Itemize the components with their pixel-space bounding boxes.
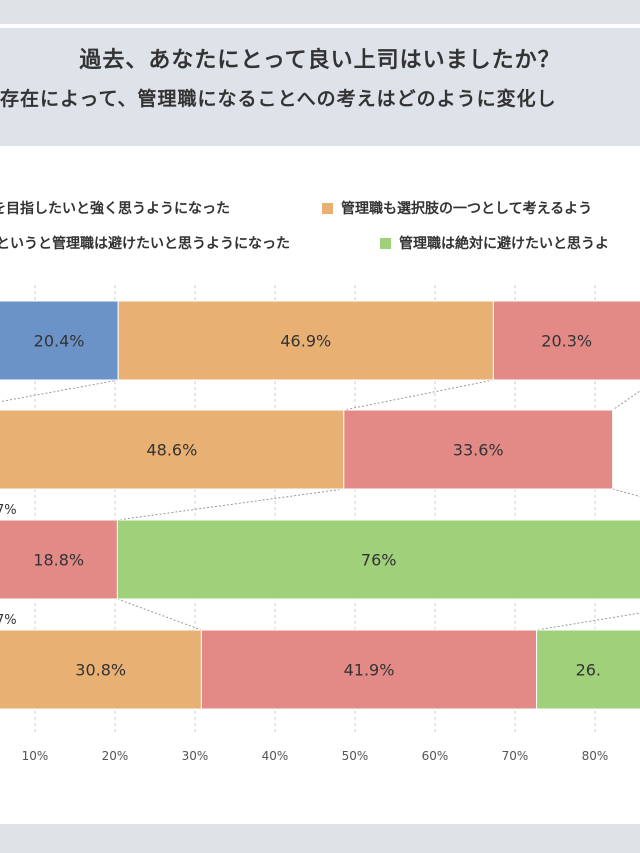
- data-label: 48.6%: [146, 441, 197, 460]
- legend-item-3: 管理職は絶対に避けたいと思うよ: [380, 233, 609, 253]
- data-label: 76%: [361, 551, 397, 570]
- legend-swatch-1: [322, 203, 333, 214]
- chart-title: 過去、あなたにとって良い上司はいましたか？: [79, 48, 561, 73]
- legend-item-0: を目指したいと強く思うようになった: [0, 198, 230, 218]
- legend-label-0: を目指したいと強く思うようになった: [0, 201, 230, 217]
- data-label: 26.: [576, 661, 601, 680]
- connector-line: [117, 598, 202, 631]
- bar-segment: [536, 629, 640, 710]
- x-tick-label: 80%: [582, 749, 609, 763]
- data-label: 18.8%: [33, 551, 84, 570]
- connector-line: [612, 488, 640, 498]
- data-label: 41.9%: [344, 661, 395, 680]
- bar-segment: [343, 409, 614, 490]
- x-tick-label: 50%: [342, 749, 369, 763]
- bar-segment: [116, 519, 640, 600]
- chart-subtitle: の存在によって、管理職になることへの考えはどのように変化し: [0, 88, 557, 110]
- legend-row-1: を目指したいと強く思うようになった 管理職も選択肢の一つとして考えるよう: [0, 198, 640, 218]
- top-frame: [0, 0, 640, 24]
- connector-line: [117, 488, 344, 521]
- legend-swatch-3: [380, 238, 391, 249]
- bar-segment: [0, 300, 119, 381]
- x-tick-label: 40%: [262, 749, 289, 763]
- data-label: 20.4%: [34, 332, 85, 351]
- connector-line: [343, 379, 494, 411]
- legend-item-1: 管理職も選択肢の一つとして考えるよう: [322, 198, 592, 218]
- data-label: 33.6%: [453, 441, 504, 460]
- outside-data-label: 7%: [0, 503, 17, 518]
- title-box: 過去、あなたにとって良い上司はいましたか？ の存在によって、管理職になることへの…: [0, 28, 640, 146]
- connector-line: [536, 612, 640, 631]
- x-tick-label: 20%: [102, 749, 129, 763]
- legend-label-3: 管理職は絶対に避けたいと思うよ: [399, 236, 609, 252]
- data-label: 30.8%: [75, 661, 126, 680]
- data-label: 46.9%: [280, 332, 331, 351]
- bar-segment: [492, 300, 640, 381]
- legend-item-2: というと管理職は避けたいと思うようになった: [0, 233, 290, 253]
- legend-label-2: というと管理職は避けたいと思うようになった: [0, 236, 290, 252]
- outside-data-label: 7%: [0, 613, 17, 628]
- bar-segment: [117, 300, 494, 381]
- legend-label-1: 管理職も選択肢の一つとして考えるよう: [341, 201, 593, 217]
- bar-segment: [0, 519, 118, 600]
- bottom-frame: [0, 824, 640, 853]
- data-label: 20.3%: [541, 332, 592, 351]
- x-tick-label: 10%: [22, 749, 49, 763]
- x-tick-label: 70%: [502, 749, 529, 763]
- connector-line: [612, 390, 640, 411]
- x-tick-label: 30%: [182, 749, 209, 763]
- bar-segment: [0, 409, 345, 490]
- legend-row-2: というと管理職は避けたいと思うようになった 管理職は絶対に避けたいと思うよ: [0, 233, 640, 253]
- connector-line: [0, 379, 119, 403]
- x-tick-label: 60%: [422, 749, 449, 763]
- bar-segment: [0, 629, 202, 710]
